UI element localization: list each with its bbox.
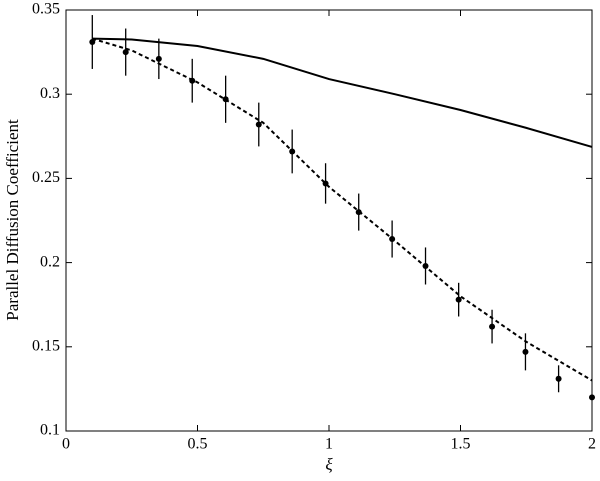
data-point [555,375,562,382]
data-point [589,394,595,401]
data-point [355,209,362,216]
data-point [255,121,262,128]
data-point [422,262,429,269]
x-tick-label: 1 [325,436,333,453]
line-series [92,37,593,148]
y-tick-label: 0.25 [32,169,60,186]
y-tick-label: 0.2 [40,253,60,270]
data-point [289,148,296,155]
y-tick-label: 0.15 [32,337,60,354]
x-tick-label: 2 [588,436,596,453]
x-tick-label: 0.5 [188,436,208,453]
data-point [122,49,129,56]
y-axis-label: Parallel Diffusion Coefficient [3,119,22,321]
line-series [92,37,593,382]
data-point [455,296,462,303]
x-tick-label: 1.5 [451,436,471,453]
data-point [389,236,396,243]
data-point [322,180,329,187]
plot-frame [65,9,593,432]
data-point [222,96,229,103]
y-tick-label: 0.35 [32,1,60,18]
x-axis-label: ξ [325,455,333,474]
data-point [522,348,529,355]
y-tick-label: 0.1 [40,422,60,439]
y-tick-label: 0.3 [40,85,60,102]
data-point [489,323,496,330]
x-tick-label: 0 [62,436,70,453]
data-point [189,77,196,84]
data-point [155,55,162,62]
data-point [89,38,96,45]
